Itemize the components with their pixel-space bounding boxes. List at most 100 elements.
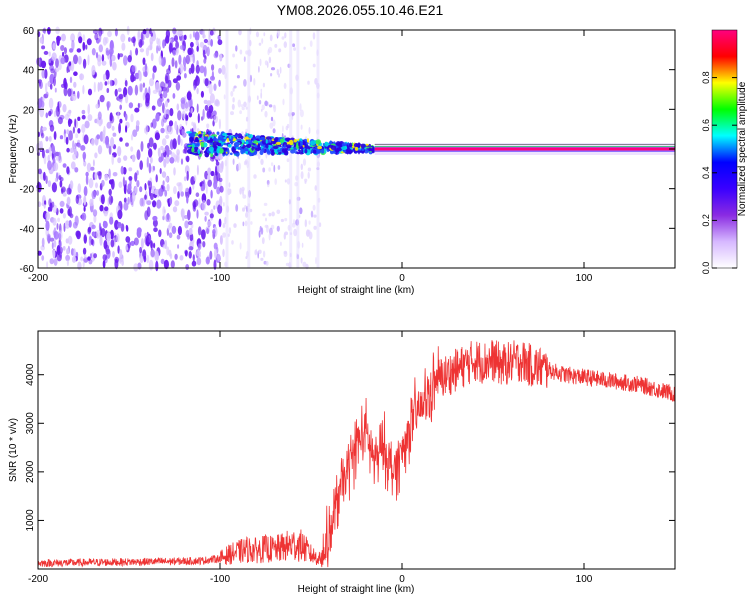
noise-blob [55, 58, 59, 68]
noise-blob [83, 197, 86, 204]
noise-blob [271, 67, 275, 71]
noise-blob [267, 183, 270, 188]
noise-blob [173, 167, 176, 176]
noise-blob [207, 179, 212, 187]
noise-blob [268, 104, 273, 108]
noise-blob [80, 145, 86, 151]
noise-blob [94, 172, 98, 180]
noise-blob [204, 78, 209, 87]
noise-blob [130, 240, 135, 246]
noise-blob [87, 104, 90, 115]
noise-blob [182, 214, 185, 221]
noise-blob [179, 123, 183, 130]
noise-blob [128, 167, 133, 172]
noise-blob [292, 43, 296, 47]
noise-blob [150, 192, 154, 201]
noise-blob [58, 233, 62, 240]
noise-blob [66, 259, 69, 267]
signal-blob [353, 143, 359, 148]
noise-blob [139, 186, 143, 193]
noise-blob [150, 156, 153, 164]
noise-blob [114, 88, 118, 97]
noise-blob [201, 199, 207, 211]
noise-blob [172, 27, 177, 35]
noise-blob [172, 138, 177, 150]
noise-blob [258, 65, 260, 73]
signal-blob [304, 144, 309, 150]
signal-blob [324, 141, 329, 147]
signal-blob [198, 137, 203, 141]
noise-blob [163, 259, 169, 270]
signal-blob [194, 146, 199, 151]
snr-frame [37, 330, 676, 570]
noise-blob [185, 155, 190, 163]
noise-blob [168, 42, 173, 53]
noise-blob [108, 194, 113, 206]
noise-blob [197, 113, 200, 124]
noise-blob [175, 49, 179, 56]
noise-blob [202, 108, 205, 120]
noise-blob [304, 178, 308, 182]
noise-blob [218, 153, 223, 160]
snr-y-tick-label: 1000 [25, 509, 36, 532]
noise-blob [134, 186, 138, 194]
signal-blob [306, 142, 309, 145]
noise-blob [60, 57, 66, 65]
noise-blob [102, 254, 108, 261]
noise-blob [172, 206, 178, 213]
noise-blob [213, 180, 218, 190]
noise-blob [109, 79, 113, 87]
signal-blob [209, 138, 213, 143]
signal-blob [272, 145, 279, 150]
colorbar-gradient [711, 29, 738, 269]
noise-blob [254, 249, 257, 256]
noise-blob [206, 100, 212, 107]
noise-blob [70, 33, 75, 42]
noise-blob [128, 176, 133, 181]
noise-blob [215, 170, 218, 176]
noise-blob [97, 145, 103, 155]
noise-blob [293, 228, 298, 237]
noise-blob [176, 103, 180, 111]
signal-blob [240, 144, 243, 147]
noise-blob [65, 220, 69, 226]
noise-blob [51, 242, 54, 250]
signal-blob [357, 142, 361, 148]
noise-blob [45, 220, 50, 231]
noise-blob [108, 48, 114, 55]
noise-blob [47, 27, 51, 35]
noise-blob [219, 195, 223, 206]
noise-blob [232, 97, 235, 103]
noise-blob [174, 154, 178, 163]
noise-blob [284, 32, 287, 39]
spectrogram-signal-layer [186, 131, 675, 158]
noise-blob [217, 35, 221, 41]
noise-blob [48, 135, 52, 142]
noise-blob [119, 104, 122, 110]
signal-blob [248, 151, 253, 157]
noise-blob [76, 48, 82, 53]
noise-blob [237, 99, 241, 108]
noise-blob [99, 226, 103, 237]
noise-blob [184, 146, 188, 154]
noise-blob [260, 88, 263, 93]
signal-blob [283, 144, 286, 149]
noise-blob [41, 45, 46, 50]
noise-blob [168, 232, 173, 239]
noise-blob [304, 180, 307, 184]
noise-blob [102, 220, 108, 229]
noise-blob [196, 249, 201, 257]
noise-blob [116, 233, 120, 243]
noise-blob [53, 76, 56, 87]
noise-blob [108, 145, 112, 155]
noise-blob [69, 48, 73, 53]
snr-y-label: SNR (10 * v/v) [8, 418, 19, 482]
signal-blob [290, 149, 296, 154]
noise-blob [300, 257, 303, 264]
signal-blob [234, 135, 239, 138]
noise-blob [231, 240, 234, 245]
noise-blob [303, 46, 306, 50]
noise-blob [71, 256, 77, 263]
signal-blob [208, 146, 214, 152]
noise-blob [147, 45, 153, 51]
